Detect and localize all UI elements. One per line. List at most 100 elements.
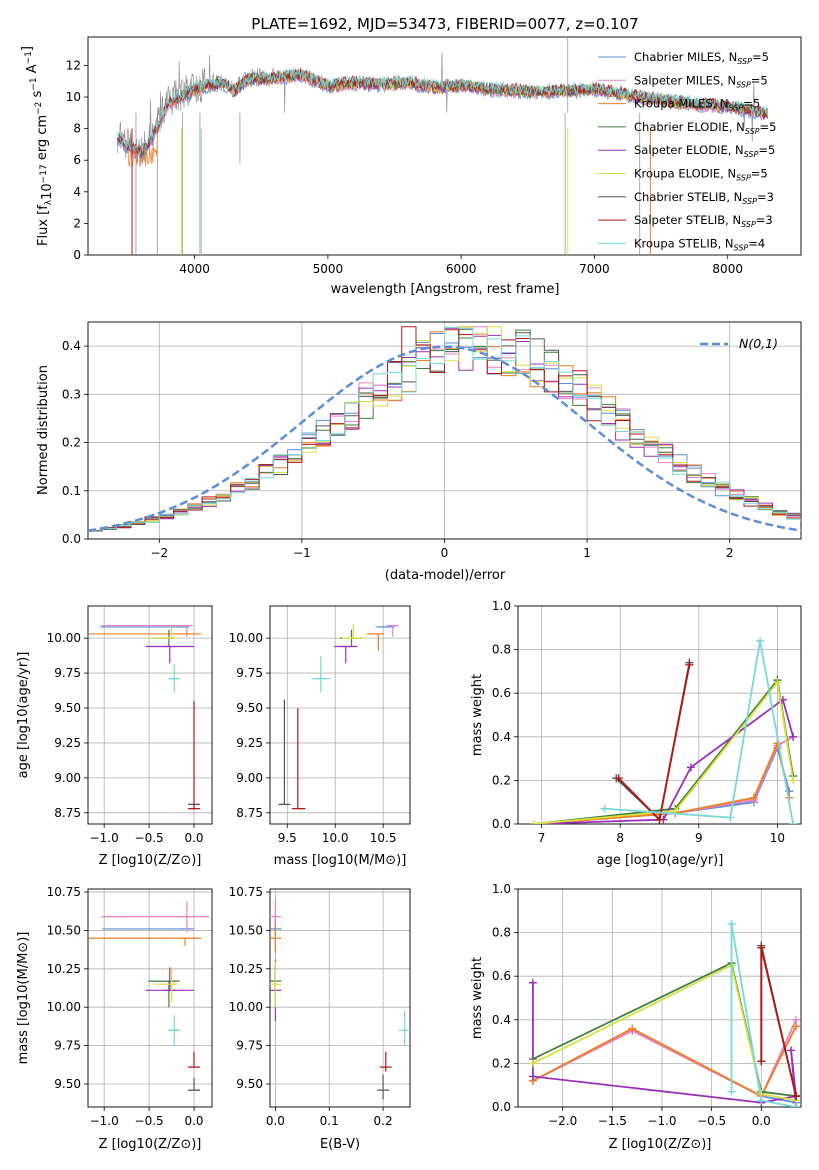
mass-vs-EBV-xtick-label: 0.0 <box>266 1114 285 1128</box>
massweight-point-marker <box>792 1022 801 1031</box>
massweight-vs-age-ytick-label: 0.0 <box>492 817 511 831</box>
massweight-vs-age-ytick-label: 1.0 <box>492 599 511 613</box>
mass-vs-Z-axes: −1.0 −0.5 0.0 9.50 9.75 10.00 10.25 10.50 10.75 <box>47 885 213 1128</box>
mass-vs-Z-xtick-label: −1.0 <box>90 1114 119 1128</box>
massweight-series-line <box>760 947 797 1097</box>
legend-text: Kroupa STELIB, N <box>634 236 734 250</box>
massweight-point-marker <box>727 1087 736 1096</box>
spectrum-legend-label: Chabrier MILES, NSSP=5 <box>634 50 769 66</box>
mass-vs-EBV-xlabel: E(B-V) <box>320 1137 360 1152</box>
massweight-point-marker <box>789 820 798 824</box>
spectrum-xlabel: wavelength [Angstrom, rest frame] <box>331 282 560 297</box>
legend-suffix: =5 <box>752 50 769 64</box>
mass-vs-Z-ytick-label: 9.75 <box>54 1039 81 1053</box>
age-vs-mass-frame <box>269 605 411 825</box>
mass-vs-EBV-xtick-label: 0.1 <box>320 1114 339 1128</box>
age-vs-Z-xtick-label: −1.0 <box>90 831 119 845</box>
mass-vs-EBV-ytick-label: 10.50 <box>229 923 263 937</box>
spectrum-ytick-label: 4 <box>73 185 81 199</box>
age-vs-mass-xtick-label: 10.0 <box>322 831 349 845</box>
residuals-xtick-label: −1 <box>293 546 311 560</box>
residual-histogram-step <box>88 326 801 532</box>
spectrum-legend-label: Salpeter ELODIE, NSSP=5 <box>634 143 775 159</box>
mass-vs-EBV-xtick-label: 0.2 <box>374 1114 393 1128</box>
spectrum-ylabel-part: −1 <box>29 77 39 90</box>
massweight-point-marker <box>773 678 782 687</box>
spectrum-ytick-label: 12 <box>66 58 81 72</box>
mass-vs-Z-xlabel: Z [log10(Z/Z⊙)] <box>99 1137 202 1152</box>
massweight-point-marker <box>726 813 735 822</box>
normal-legend-label: N(0,1) <box>739 336 778 351</box>
spectrum-xtick-label: 4000 <box>179 262 210 276</box>
massweight-series-line <box>604 640 794 824</box>
mass-vs-EBV-ytick-label: 10.75 <box>229 885 263 899</box>
age-vs-Z-ytick-label: 9.75 <box>54 666 81 680</box>
massweight-point-marker <box>686 763 695 772</box>
legend-subscript: SSP <box>741 220 756 229</box>
massweight-vs-Z-ytick-label: 1.0 <box>492 882 511 896</box>
age-vs-Z-ytick-label: 9.25 <box>54 736 81 750</box>
spectrum-ylabel-part: 10 <box>40 183 55 200</box>
age-vs-mass-ytick-label: 10.00 <box>229 631 263 645</box>
legend-subscript: SSP <box>736 174 751 183</box>
spectrum-ylabel-part: erg cm <box>35 115 50 164</box>
spectrum-xtick-label: 8000 <box>712 262 743 276</box>
massweight-vs-Z-marks <box>528 919 801 1107</box>
massweight-vs-Z-xtick-label: −0.5 <box>697 1114 726 1128</box>
spectrum-ylabel-part: ] <box>20 46 35 51</box>
legend-text: Salpeter MILES, N <box>634 73 736 87</box>
legend-suffix: =3 <box>757 190 774 204</box>
age-vs-Z-ytick-label: 9.00 <box>54 771 81 785</box>
residuals-axes: −2 −1 0 1 2 0.0 0.1 0.2 0.3 0.4 <box>62 321 802 560</box>
massweight-vs-age-axes: 7 8 9 10 0.0 0.2 0.4 0.6 0.8 1.0 <box>492 599 802 845</box>
age-vs-Z-ytick-label: 10.00 <box>47 631 81 645</box>
mass-vs-Z-ytick-label: 10.50 <box>47 923 81 937</box>
legend-text: Chabrier ELODIE, N <box>634 120 745 134</box>
age-vs-mass-marks <box>278 624 399 810</box>
mass-vs-EBV-axes: 0.0 0.1 0.2 9.50 9.75 10.00 10.25 10.50 10.75 <box>229 885 411 1128</box>
age-vs-mass-ytick-label: 9.25 <box>236 736 263 750</box>
massweight-series-line <box>615 662 691 822</box>
massweight-vs-Z-ytick-label: 0.4 <box>492 1013 511 1027</box>
mass-vs-Z-ytick-label: 10.00 <box>47 1000 81 1014</box>
spectrum-ylabel-part: A <box>25 64 40 77</box>
massweight-point-marker <box>757 943 766 952</box>
residuals-xtick-label: 0 <box>441 546 449 560</box>
massweight-series-line <box>532 1019 797 1098</box>
mass-vs-EBV-ytick-label: 10.00 <box>229 1000 263 1014</box>
massweight-point-marker <box>727 919 736 928</box>
mass-vs-Z-ytick-label: 9.50 <box>54 1077 81 1091</box>
age-vs-mass-ytick-label: 9.00 <box>236 771 263 785</box>
massweight-series-line <box>532 1025 797 1098</box>
massweight-point-marker <box>792 1103 801 1107</box>
legend-suffix: =4 <box>748 236 765 250</box>
residual-histogram-step <box>88 333 801 531</box>
age-vs-Z-ytick-label: 9.50 <box>54 701 81 715</box>
legend-suffix: =5 <box>751 167 768 181</box>
residuals-ylabel: Normed distribution <box>36 365 51 495</box>
legend-suffix: =5 <box>743 97 760 111</box>
massweight-vs-Z-xtick-label: 0.0 <box>752 1114 771 1128</box>
legend-text: Kroupa MILES, N <box>634 97 729 111</box>
legend-subscript: SSP <box>744 150 759 159</box>
spectrum-axes: 4000 5000 6000 7000 8000 0 2 4 6 8 10 12 <box>66 36 802 276</box>
residuals-ytick-label: 0.3 <box>62 387 81 401</box>
residual-histogram-step <box>88 328 801 531</box>
legend-text: Kroupa ELODIE, N <box>634 167 736 181</box>
spectrum-xtick-label: 5000 <box>313 262 344 276</box>
residual-histogram-step <box>88 326 801 531</box>
massweight-point-marker <box>614 774 623 783</box>
massweight-point-marker <box>600 804 609 813</box>
mass-vs-EBV-frame <box>269 888 411 1108</box>
mass-vs-Z-ytick-label: 10.25 <box>47 962 81 976</box>
age-vs-Z-frame <box>87 605 213 825</box>
spectrum-legend-label: Salpeter STELIB, NSSP=3 <box>634 213 773 229</box>
massweight-point-marker <box>655 815 664 824</box>
massweight-vs-Z-xtick-label: −2.0 <box>548 1114 577 1128</box>
spectrum-ytick-label: 10 <box>66 90 81 104</box>
residuals-frame <box>87 321 802 540</box>
mass-vs-Z-xtick-label: 0.0 <box>184 1114 203 1128</box>
mass-vs-EBV-marks <box>270 898 410 1100</box>
residuals-xtick-label: 1 <box>583 546 591 560</box>
massweight-point-marker <box>628 1024 637 1033</box>
